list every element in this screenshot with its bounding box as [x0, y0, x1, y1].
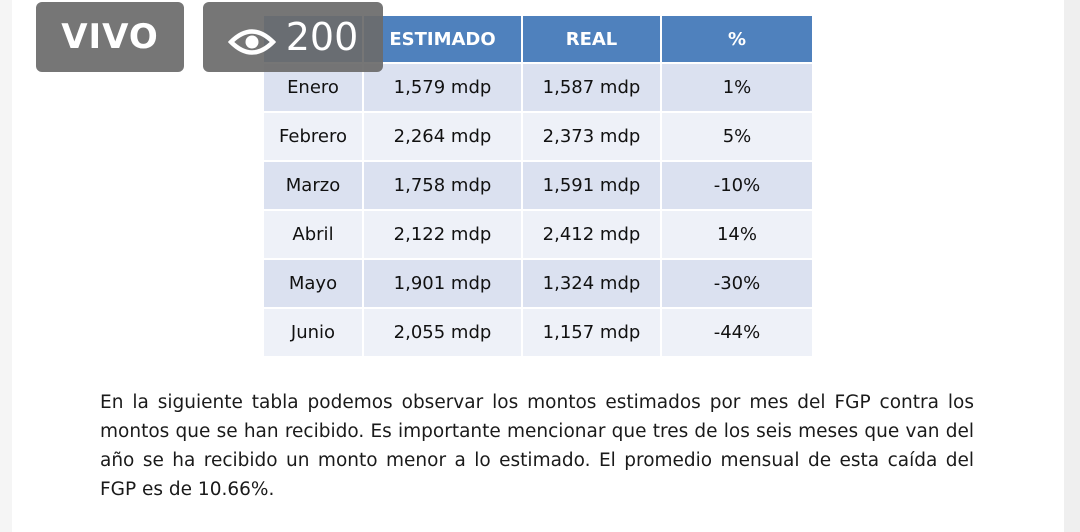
real-cell: 1,591 mdp — [521, 160, 662, 211]
month-cell: Mayo — [262, 258, 364, 309]
percent-cell: -30% — [660, 258, 814, 309]
eye-icon — [227, 22, 276, 55]
real-cell: 1,157 mdp — [521, 307, 662, 358]
header-percent: % — [660, 14, 814, 64]
real-cell: 2,373 mdp — [521, 111, 662, 162]
real-cell: 1,324 mdp — [521, 258, 662, 309]
table-row: Marzo 1,758 mdp 1,591 mdp -10% — [262, 160, 814, 211]
viewer-count-badge: 200 — [203, 2, 383, 72]
estimado-cell: 2,055 mdp — [362, 307, 523, 358]
table-row: Junio 2,055 mdp 1,157 mdp -44% — [262, 307, 814, 358]
live-label: VIVO — [61, 17, 159, 57]
estimado-cell: 1,901 mdp — [362, 258, 523, 309]
percent-cell: 5% — [660, 111, 814, 162]
estimado-cell: 1,758 mdp — [362, 160, 523, 211]
estimado-cell: 2,264 mdp — [362, 111, 523, 162]
viewer-count: 200 — [285, 15, 359, 59]
percent-cell: 14% — [660, 209, 814, 260]
month-cell: Marzo — [262, 160, 364, 211]
live-badge: VIVO — [36, 2, 184, 72]
table-row: Abril 2,122 mdp 2,412 mdp 14% — [262, 209, 814, 260]
percent-cell: 1% — [660, 62, 814, 113]
month-cell: Junio — [262, 307, 364, 358]
month-cell: Abril — [262, 209, 364, 260]
page-edge — [1064, 0, 1080, 532]
percent-cell: -10% — [660, 160, 814, 211]
table-row: Enero 1,579 mdp 1,587 mdp 1% — [262, 62, 814, 113]
estimado-cell: 1,579 mdp — [362, 62, 523, 113]
table-row: Febrero 2,264 mdp 2,373 mdp 5% — [262, 111, 814, 162]
revenue-table: ESTIMADO REAL % Enero 1,579 mdp 1,587 md… — [262, 14, 814, 358]
summary-paragraph: En la siguiente tabla podemos observar l… — [100, 392, 974, 500]
estimado-cell: 2,122 mdp — [362, 209, 523, 260]
table-row: Mayo 1,901 mdp 1,324 mdp -30% — [262, 258, 814, 309]
real-cell: 2,412 mdp — [521, 209, 662, 260]
header-real: REAL — [521, 14, 662, 64]
percent-cell: -44% — [660, 307, 814, 358]
real-cell: 1,587 mdp — [521, 62, 662, 113]
month-cell: Febrero — [262, 111, 364, 162]
header-estimado: ESTIMADO — [362, 14, 523, 64]
